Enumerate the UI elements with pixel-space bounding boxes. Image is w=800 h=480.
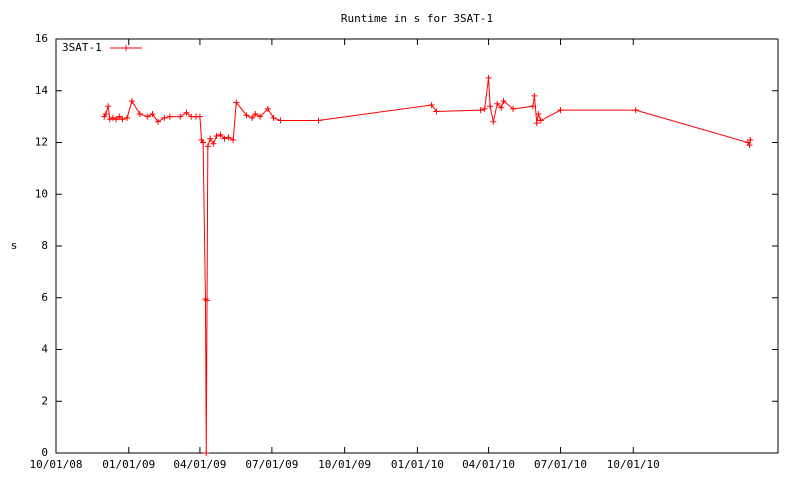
- point-marker: [196, 113, 203, 120]
- point-marker: [124, 114, 131, 121]
- point-marker: [529, 103, 536, 110]
- point-marker: [537, 117, 544, 124]
- y-tick-label: 14: [35, 84, 49, 97]
- y-tick-label: 0: [41, 446, 48, 459]
- y-tick-label: 4: [41, 343, 48, 356]
- point-marker: [105, 103, 112, 110]
- point-marker: [510, 105, 517, 112]
- point-marker: [230, 136, 237, 143]
- point-marker: [533, 120, 540, 127]
- x-tick-label: 04/01/10: [462, 458, 515, 471]
- point-marker: [136, 111, 143, 118]
- x-tick-label: 07/01/10: [534, 458, 587, 471]
- point-marker: [477, 107, 484, 114]
- point-marker: [498, 104, 505, 111]
- point-marker: [204, 297, 211, 304]
- point-marker: [277, 117, 284, 124]
- point-marker: [109, 114, 116, 121]
- point-marker: [225, 134, 232, 141]
- y-tick-label: 6: [41, 291, 48, 304]
- point-marker: [177, 113, 184, 120]
- x-tick-label: 10/01/09: [318, 458, 371, 471]
- point-marker: [166, 113, 173, 120]
- point-marker: [116, 113, 123, 120]
- point-marker: [106, 116, 113, 123]
- point-marker: [210, 140, 217, 147]
- point-marker: [485, 74, 492, 81]
- y-tick-label: 2: [41, 394, 48, 407]
- y-tick-label: 12: [35, 136, 48, 149]
- point-marker: [433, 108, 440, 115]
- x-tick-label: 04/01/09: [173, 458, 226, 471]
- point-marker: [270, 114, 277, 121]
- point-marker: [500, 98, 507, 105]
- point-marker: [264, 105, 271, 112]
- point-marker: [155, 118, 162, 125]
- point-marker: [217, 131, 224, 138]
- point-marker: [102, 111, 109, 118]
- point-marker: [747, 136, 754, 143]
- point-marker: [487, 103, 494, 110]
- point-marker: [128, 98, 135, 105]
- point-marker: [203, 450, 210, 456]
- point-marker: [428, 101, 435, 108]
- series-line: [103, 77, 751, 454]
- x-tick-label: 07/01/09: [245, 458, 298, 471]
- point-marker: [183, 109, 190, 116]
- point-marker: [632, 107, 639, 114]
- point-marker: [161, 114, 168, 121]
- point-marker: [221, 135, 228, 142]
- y-tick-label: 10: [35, 187, 48, 200]
- x-tick-label: 10/01/10: [607, 458, 660, 471]
- point-marker: [213, 133, 220, 140]
- point-marker: [557, 107, 564, 114]
- point-marker: [746, 142, 753, 149]
- legend-marker: [123, 45, 129, 51]
- point-marker: [494, 100, 501, 107]
- point-marker: [204, 143, 211, 150]
- point-marker: [249, 114, 256, 121]
- point-marker: [252, 111, 259, 118]
- x-tick-label: 01/01/09: [102, 458, 155, 471]
- point-marker: [149, 111, 156, 118]
- point-marker: [233, 99, 240, 106]
- point-marker: [119, 116, 126, 123]
- x-tick-label: 01/01/10: [391, 458, 444, 471]
- point-marker: [243, 112, 250, 119]
- point-marker: [202, 296, 209, 303]
- point-marker: [481, 105, 488, 112]
- point-marker: [113, 116, 120, 123]
- chart-title: Runtime in s for 3SAT-1: [341, 12, 493, 25]
- point-marker: [207, 135, 214, 142]
- point-marker: [531, 92, 538, 99]
- x-tick-label: 10/01/08: [30, 458, 83, 471]
- y-tick-label: 8: [41, 239, 48, 252]
- y-tick-label: 16: [35, 32, 48, 45]
- y-axis-label: s: [11, 239, 18, 252]
- point-marker: [200, 139, 207, 146]
- point-marker: [257, 113, 264, 120]
- legend-label: 3SAT-1: [62, 41, 102, 54]
- plot-frame: [55, 38, 779, 454]
- point-marker: [144, 113, 151, 120]
- point-marker: [535, 111, 542, 118]
- point-marker: [315, 117, 322, 124]
- point-marker: [490, 118, 497, 125]
